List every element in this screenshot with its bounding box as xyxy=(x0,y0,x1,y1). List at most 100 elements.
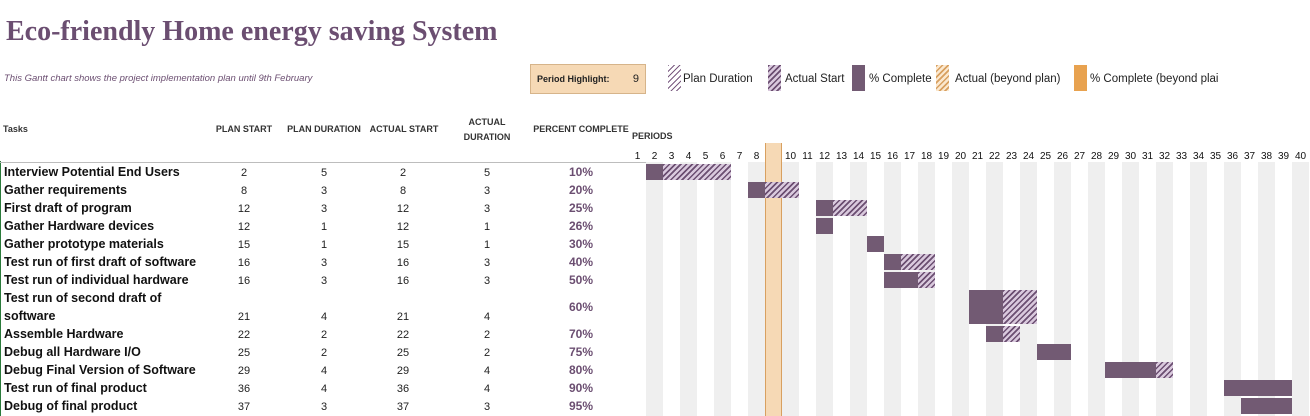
actual-duration-cell: 3 xyxy=(483,257,491,269)
period-highlight-box[interactable]: Period Highlight: 9 xyxy=(530,64,646,94)
plan-start-cell: 36 xyxy=(237,383,251,395)
period-column-shade xyxy=(748,162,765,416)
percent-complete-cell: 75% xyxy=(568,345,594,359)
period-column-shade xyxy=(646,162,663,416)
actual-duration-cell: 2 xyxy=(483,329,491,341)
plan-duration-cell: 1 xyxy=(320,239,328,251)
period-column-shade xyxy=(986,162,1003,416)
period-tick-label: 23 xyxy=(1005,151,1018,162)
header-plan-start: PLAN START xyxy=(215,124,273,134)
actual-start-cell: 29 xyxy=(396,365,410,377)
percent-complete-bar xyxy=(1105,362,1156,378)
task-name: Interview Potential End Users xyxy=(4,165,180,179)
plan-duration-cell: 4 xyxy=(320,383,328,395)
period-tick-label: 17 xyxy=(903,151,916,162)
period-tick-label: 40 xyxy=(1294,151,1307,162)
plan-start-cell: 8 xyxy=(240,185,248,197)
period-tick-label: 1 xyxy=(634,151,641,162)
legend-label: % Complete xyxy=(869,73,932,85)
percent-complete-cell: 20% xyxy=(568,183,594,197)
period-tick-label: 32 xyxy=(1158,151,1171,162)
period-column-shade xyxy=(782,162,799,416)
period-column-shade xyxy=(850,162,867,416)
header-percent-complete: PERCENT COMPLETE xyxy=(533,124,629,134)
period-column-shade xyxy=(1156,162,1173,416)
plan-duration-cell: 3 xyxy=(320,257,328,269)
percent-complete-cell: 95% xyxy=(568,399,594,413)
actual-duration-cell: 3 xyxy=(483,203,491,215)
plan-start-cell: 29 xyxy=(237,365,251,377)
period-tick-label: 29 xyxy=(1107,151,1120,162)
period-tick-label: 30 xyxy=(1124,151,1137,162)
plan-start-cell: 37 xyxy=(237,401,251,413)
period-tick-label: 13 xyxy=(835,151,848,162)
task-name: Debug all Hardware I/O xyxy=(4,345,141,359)
period-column-shade xyxy=(1122,162,1139,416)
period-highlight-column xyxy=(765,143,782,416)
period-tick-label: 19 xyxy=(937,151,950,162)
period-tick-label: 11 xyxy=(802,151,813,162)
percent-complete-bar xyxy=(1037,344,1071,360)
period-column-shade xyxy=(1224,162,1241,416)
legend-label: Actual (beyond plan) xyxy=(955,73,1061,85)
percent-complete-bar xyxy=(884,272,918,288)
period-highlight-label: Period Highlight: xyxy=(537,74,610,84)
actual-duration-cell: 3 xyxy=(483,185,491,197)
chart-subtitle: This Gantt chart shows the project imple… xyxy=(4,73,313,84)
period-tick-label: 7 xyxy=(736,151,743,162)
period-highlight-input[interactable]: 9 xyxy=(632,73,639,85)
header-tasks: Tasks xyxy=(3,124,28,134)
period-column-shade xyxy=(1258,162,1275,416)
actual-start-cell: 16 xyxy=(396,275,410,287)
period-tick-label: 8 xyxy=(753,151,760,162)
actual-start-cell: 12 xyxy=(396,203,410,215)
period-column-shade xyxy=(918,162,935,416)
percent-complete-bar xyxy=(969,290,1003,324)
plan-duration-cell: 2 xyxy=(320,329,328,341)
legend-label: Actual Start xyxy=(785,73,845,85)
period-tick-label: 12 xyxy=(818,151,831,162)
period-tick-label: 22 xyxy=(988,151,1001,162)
period-tick-label: 15 xyxy=(869,151,882,162)
task-name: Debug of final product xyxy=(4,399,138,413)
actual-beyond-swatch xyxy=(936,65,949,91)
period-tick-label: 31 xyxy=(1141,151,1154,162)
plan-start-cell: 21 xyxy=(237,311,251,323)
plan-duration-cell: 1 xyxy=(320,221,328,233)
period-column-shade xyxy=(884,162,901,416)
task-name: First draft of program xyxy=(4,201,132,215)
period-column-shade xyxy=(952,162,969,416)
period-tick-label: 10 xyxy=(784,151,797,162)
period-column-shade xyxy=(680,162,697,416)
period-tick-label: 16 xyxy=(886,151,899,162)
task-name: Gather requirements xyxy=(4,183,127,197)
actual-duration-cell: 3 xyxy=(483,401,491,413)
plan-start-cell: 22 xyxy=(237,329,251,341)
period-tick-label: 6 xyxy=(719,151,726,162)
percent-complete-bar xyxy=(1241,398,1292,414)
actual-start-cell: 22 xyxy=(396,329,410,341)
plan-start-cell: 12 xyxy=(237,203,251,215)
percent-complete-bar xyxy=(884,254,901,270)
plan-duration-cell: 3 xyxy=(320,275,328,287)
percent-complete-cell: 25% xyxy=(568,201,594,215)
period-tick-label: 2 xyxy=(651,151,658,162)
percent-complete-bar xyxy=(867,236,884,252)
actual-duration-bar xyxy=(646,164,731,180)
period-tick-label: 34 xyxy=(1192,151,1205,162)
task-name: Assemble Hardware xyxy=(4,327,124,341)
actual-duration-cell: 4 xyxy=(483,311,491,323)
period-tick-label: 26 xyxy=(1056,151,1069,162)
percent-complete-bar xyxy=(816,200,833,216)
percent-complete-bar xyxy=(748,182,765,198)
plan-start-cell: 15 xyxy=(237,239,251,251)
actual-duration-cell: 4 xyxy=(483,383,491,395)
legend-label: % Complete (beyond plai xyxy=(1090,73,1219,85)
percent-complete-swatch xyxy=(852,65,865,91)
percent-complete-bar xyxy=(986,326,1003,342)
actual-start-cell: 25 xyxy=(396,347,410,359)
plan-duration-cell: 2 xyxy=(320,347,328,359)
plan-start-cell: 25 xyxy=(237,347,251,359)
header-actual-duration-line1: ACTUAL xyxy=(468,117,506,127)
period-tick-label: 25 xyxy=(1039,151,1052,162)
